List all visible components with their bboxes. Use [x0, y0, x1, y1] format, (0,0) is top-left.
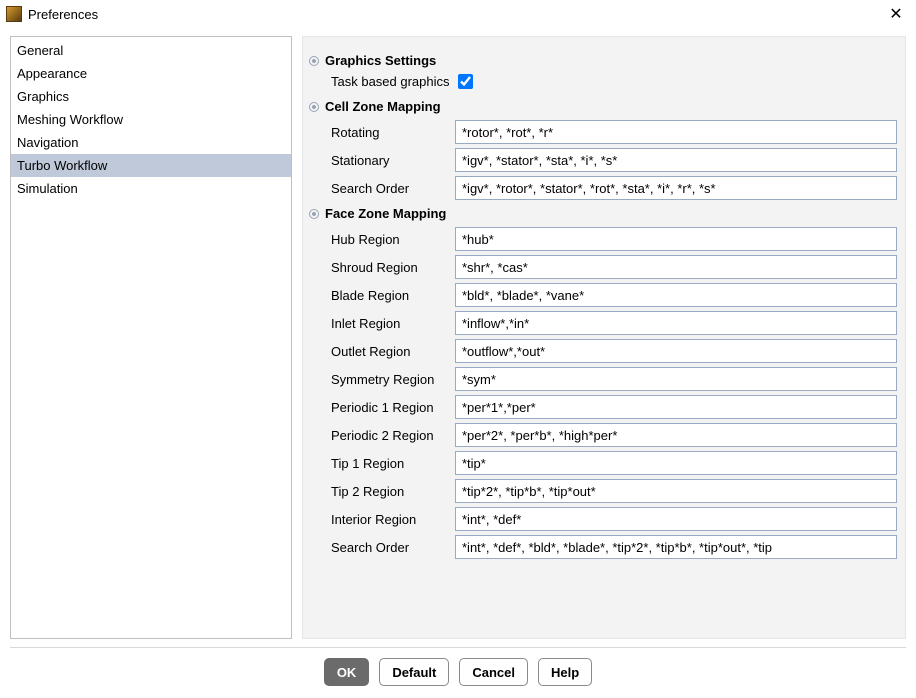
face-zone-label: Periodic 2 Region	[331, 428, 455, 443]
face-zone-label: Outlet Region	[331, 344, 455, 359]
section-title: Cell Zone Mapping	[325, 99, 441, 114]
face-zone-row: Inlet Region	[305, 311, 897, 335]
sidebar-item-turbo-workflow[interactable]: Turbo Workflow	[11, 154, 291, 177]
face-zone-label: Search Order	[331, 540, 455, 555]
collapse-icon[interactable]	[309, 209, 319, 219]
titlebar: Preferences ✕	[0, 0, 916, 28]
task-based-graphics-checkbox[interactable]	[458, 74, 473, 89]
cell-zone-input-rotating[interactable]	[455, 120, 897, 144]
sidebar-item-graphics[interactable]: Graphics	[11, 85, 291, 108]
footer: OK Default Cancel Help	[10, 647, 906, 698]
face-zone-row: Tip 2 Region	[305, 479, 897, 503]
face-zone-label: Inlet Region	[331, 316, 455, 331]
face-zone-input-tip-1-region[interactable]	[455, 451, 897, 475]
face-zone-input-tip-2-region[interactable]	[455, 479, 897, 503]
sidebar-item-simulation[interactable]: Simulation	[11, 177, 291, 200]
face-zone-label: Shroud Region	[331, 260, 455, 275]
help-button[interactable]: Help	[538, 658, 592, 686]
cell-zone-row: Stationary	[305, 148, 897, 172]
cancel-button[interactable]: Cancel	[459, 658, 528, 686]
face-zone-label: Tip 2 Region	[331, 484, 455, 499]
body-area: GeneralAppearanceGraphicsMeshing Workflo…	[0, 28, 916, 639]
task-based-graphics-row: Task based graphics	[331, 74, 897, 89]
preferences-window: Preferences ✕ GeneralAppearanceGraphicsM…	[0, 0, 916, 698]
face-zone-input-interior-region[interactable]	[455, 507, 897, 531]
face-zone-input-shroud-region[interactable]	[455, 255, 897, 279]
face-zone-label: Hub Region	[331, 232, 455, 247]
default-button[interactable]: Default	[379, 658, 449, 686]
sidebar: GeneralAppearanceGraphicsMeshing Workflo…	[10, 36, 292, 639]
face-zone-input-inlet-region[interactable]	[455, 311, 897, 335]
task-based-graphics-label: Task based graphics	[331, 74, 450, 89]
sidebar-item-meshing-workflow[interactable]: Meshing Workflow	[11, 108, 291, 131]
face-zone-input-symmetry-region[interactable]	[455, 367, 897, 391]
sidebar-item-general[interactable]: General	[11, 39, 291, 62]
window-title: Preferences	[28, 7, 98, 22]
section-cell-zone-mapping: Cell Zone Mapping	[309, 99, 897, 114]
face-zone-input-outlet-region[interactable]	[455, 339, 897, 363]
face-zone-row: Search Order	[305, 535, 897, 559]
cell-zone-input-search-order[interactable]	[455, 176, 897, 200]
face-zone-input-blade-region[interactable]	[455, 283, 897, 307]
close-icon[interactable]: ✕	[884, 4, 908, 24]
face-zone-label: Periodic 1 Region	[331, 400, 455, 415]
cell-zone-label: Search Order	[331, 181, 455, 196]
face-zone-row: Interior Region	[305, 507, 897, 531]
collapse-icon[interactable]	[309, 102, 319, 112]
cell-zone-row: Rotating	[305, 120, 897, 144]
face-zone-label: Blade Region	[331, 288, 455, 303]
content-panel: Graphics Settings Task based graphics Ce…	[302, 36, 906, 639]
face-zone-label: Tip 1 Region	[331, 456, 455, 471]
face-zone-row: Hub Region	[305, 227, 897, 251]
cell-zone-label: Rotating	[331, 125, 455, 140]
section-graphics-settings: Graphics Settings	[309, 53, 897, 68]
section-title: Face Zone Mapping	[325, 206, 446, 221]
app-icon	[6, 6, 22, 22]
face-zone-input-periodic-2-region[interactable]	[455, 423, 897, 447]
section-face-zone-mapping: Face Zone Mapping	[309, 206, 897, 221]
face-zone-label: Interior Region	[331, 512, 455, 527]
cell-zone-label: Stationary	[331, 153, 455, 168]
section-title: Graphics Settings	[325, 53, 436, 68]
face-zone-row: Tip 1 Region	[305, 451, 897, 475]
face-zone-label: Symmetry Region	[331, 372, 455, 387]
face-zone-row: Outlet Region	[305, 339, 897, 363]
face-zone-row: Periodic 2 Region	[305, 423, 897, 447]
ok-button[interactable]: OK	[324, 658, 370, 686]
cell-zone-input-stationary[interactable]	[455, 148, 897, 172]
face-zone-row: Blade Region	[305, 283, 897, 307]
face-zone-input-search-order[interactable]	[455, 535, 897, 559]
face-zone-input-periodic-1-region[interactable]	[455, 395, 897, 419]
sidebar-item-navigation[interactable]: Navigation	[11, 131, 291, 154]
face-zone-row: Symmetry Region	[305, 367, 897, 391]
face-zone-row: Shroud Region	[305, 255, 897, 279]
collapse-icon[interactable]	[309, 56, 319, 66]
sidebar-item-appearance[interactable]: Appearance	[11, 62, 291, 85]
cell-zone-row: Search Order	[305, 176, 897, 200]
face-zone-row: Periodic 1 Region	[305, 395, 897, 419]
face-zone-input-hub-region[interactable]	[455, 227, 897, 251]
